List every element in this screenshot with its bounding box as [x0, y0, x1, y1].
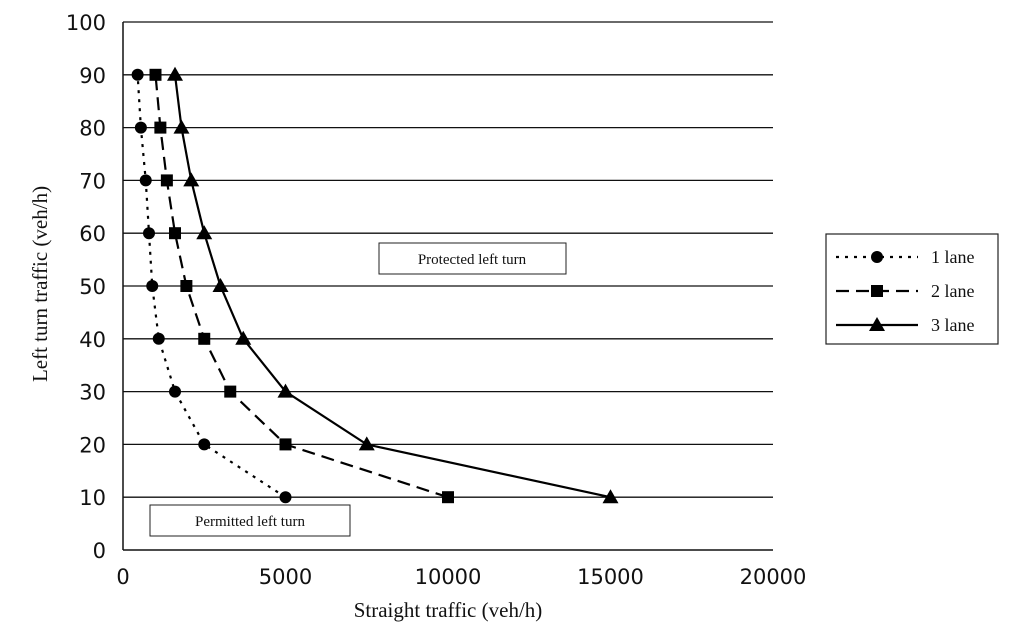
x-tick-label-0: 0 — [116, 565, 129, 589]
y-tick-labels: 0 10 20 30 40 50 60 70 80 90 100 — [66, 11, 106, 563]
point-3-lane-3 — [235, 330, 252, 345]
y-tick-label-10: 10 — [79, 486, 106, 510]
point-1-lane-8 — [131, 68, 144, 81]
axes — [122, 22, 773, 551]
y-tick-label-0: 0 — [93, 539, 106, 563]
point-3-lane-6 — [183, 172, 200, 187]
point-2-lane-5 — [169, 227, 181, 240]
point-2-lane-7 — [154, 121, 167, 134]
point-1-lane-5 — [143, 227, 155, 240]
series-1-lane — [131, 68, 292, 504]
legend: 1 lane 2 lane 3 lane — [825, 233, 999, 345]
point-2-lane-1 — [279, 438, 292, 451]
point-1-lane-2 — [169, 385, 181, 398]
y-axis-title: Left turn traffic (veh/h) — [28, 186, 52, 382]
x-axis-title: Straight traffic (veh/h) — [354, 598, 543, 622]
y-tick-label-90: 90 — [79, 64, 106, 88]
x-tick-labels: 0 5000 10000 15000 20000 — [116, 565, 806, 589]
point-3-lane-4 — [212, 278, 229, 292]
y-tick-label-40: 40 — [79, 328, 106, 352]
annotation-protected: Protected left turn — [378, 242, 567, 275]
y-tick-label-100: 100 — [66, 11, 106, 35]
point-1-lane-3 — [152, 332, 165, 345]
x-tick-label-5000: 5000 — [259, 565, 312, 589]
series-line-1-lane — [136, 74, 287, 499]
y-tick-label-70: 70 — [79, 169, 106, 193]
x-tick-label-20000: 20000 — [740, 565, 807, 589]
y-tick-label-20: 20 — [79, 433, 106, 457]
point-3-lane-8 — [167, 66, 183, 81]
point-1-lane-0 — [279, 491, 292, 504]
legend-label-3-lane: 3 lane — [931, 315, 974, 335]
point-3-lane-0 — [602, 489, 619, 504]
annotation-permitted: Permitted left turn — [149, 504, 351, 537]
y-tick-label-60: 60 — [79, 222, 106, 246]
point-3-lane-7 — [173, 119, 190, 134]
series-3-lane — [167, 66, 619, 504]
point-3-lane-1 — [358, 436, 375, 451]
point-1-lane-4 — [146, 280, 159, 292]
legend-marker-2-lane — [871, 285, 883, 297]
point-1-lane-1 — [198, 438, 211, 451]
point-3-lane-2 — [277, 383, 294, 398]
point-2-lane-0 — [442, 491, 454, 504]
legend-label-2-lane: 2 lane — [931, 281, 974, 301]
point-1-lane-7 — [134, 121, 147, 134]
point-2-lane-2 — [224, 385, 237, 398]
point-2-lane-3 — [198, 332, 211, 345]
legend-marker-3-lane — [869, 317, 885, 331]
x-tick-label-15000: 15000 — [577, 565, 644, 589]
legend-marker-1-lane — [871, 251, 883, 263]
legend-label-1-lane: 1 lane — [931, 247, 974, 267]
y-tick-label-30: 30 — [79, 381, 106, 405]
point-1-lane-6 — [139, 174, 152, 187]
annotation-protected-label: Protected left turn — [418, 252, 527, 268]
y-tick-label-80: 80 — [79, 117, 106, 141]
series-group — [131, 66, 619, 504]
point-2-lane-4 — [180, 280, 193, 292]
point-2-lane-8 — [149, 68, 162, 81]
y-tick-label-50: 50 — [79, 275, 106, 299]
point-2-lane-6 — [160, 174, 173, 187]
annotation-permitted-label: Permitted left turn — [195, 514, 305, 530]
series-2-lane — [149, 68, 454, 504]
x-tick-label-10000: 10000 — [415, 565, 482, 589]
point-3-lane-5 — [196, 225, 213, 240]
